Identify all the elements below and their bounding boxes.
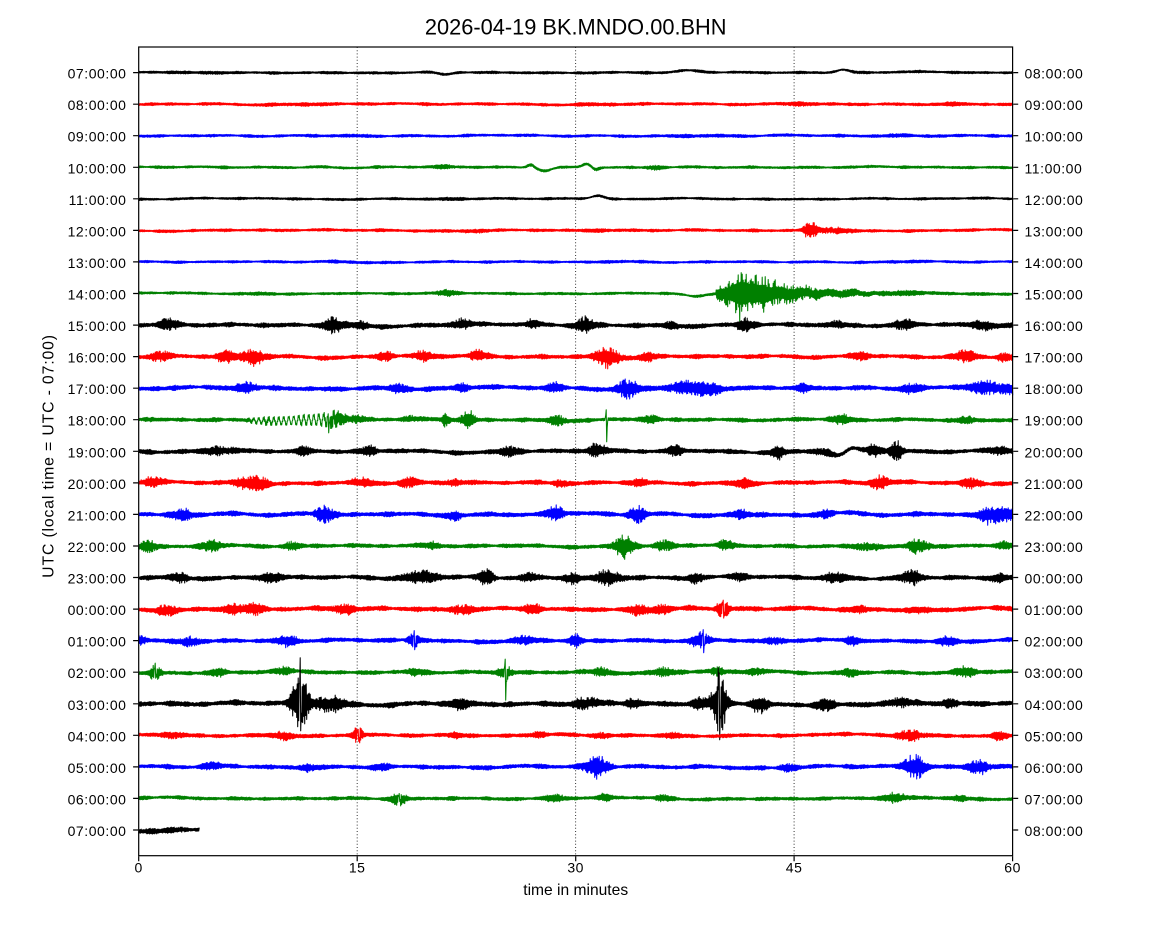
- svg-text:17:00:00: 17:00:00: [1025, 350, 1084, 366]
- svg-text:14:00:00: 14:00:00: [1025, 255, 1084, 271]
- svg-text:11:00:00: 11:00:00: [69, 192, 127, 208]
- svg-text:45: 45: [786, 860, 803, 876]
- svg-text:0: 0: [135, 860, 143, 876]
- svg-text:05:00:00: 05:00:00: [1025, 728, 1084, 744]
- svg-text:19:00:00: 19:00:00: [68, 444, 127, 460]
- svg-text:time in minutes: time in minutes: [523, 882, 628, 899]
- svg-text:10:00:00: 10:00:00: [68, 160, 127, 176]
- svg-text:07:00:00: 07:00:00: [1025, 791, 1084, 807]
- svg-text:02:00:00: 02:00:00: [1025, 634, 1084, 650]
- svg-text:08:00:00: 08:00:00: [68, 97, 127, 113]
- svg-text:21:00:00: 21:00:00: [68, 507, 127, 523]
- svg-text:23:00:00: 23:00:00: [1025, 539, 1084, 555]
- svg-text:07:00:00: 07:00:00: [68, 66, 127, 82]
- svg-text:01:00:00: 01:00:00: [68, 634, 127, 650]
- svg-text:17:00:00: 17:00:00: [68, 381, 127, 397]
- svg-text:23:00:00: 23:00:00: [68, 571, 127, 587]
- svg-text:07:00:00: 07:00:00: [68, 823, 127, 839]
- svg-text:18:00:00: 18:00:00: [1025, 381, 1084, 397]
- svg-text:16:00:00: 16:00:00: [68, 350, 127, 366]
- svg-text:06:00:00: 06:00:00: [68, 791, 127, 807]
- svg-text:10:00:00: 10:00:00: [1025, 129, 1084, 145]
- svg-text:06:00:00: 06:00:00: [1025, 760, 1084, 776]
- svg-text:UTC (local time = UTC - 07:00): UTC (local time = UTC - 07:00): [40, 334, 57, 578]
- svg-text:20:00:00: 20:00:00: [1025, 444, 1084, 460]
- svg-text:08:00:00: 08:00:00: [1025, 66, 1084, 82]
- svg-text:14:00:00: 14:00:00: [68, 287, 127, 303]
- svg-text:01:00:00: 01:00:00: [1025, 602, 1084, 618]
- svg-text:19:00:00: 19:00:00: [1025, 413, 1084, 429]
- svg-text:2026-04-19 BK.MNDO.00.BHN: 2026-04-19 BK.MNDO.00.BHN: [425, 15, 727, 40]
- svg-text:22:00:00: 22:00:00: [68, 539, 127, 555]
- svg-text:13:00:00: 13:00:00: [1025, 223, 1084, 239]
- svg-text:11:00:00: 11:00:00: [1025, 160, 1083, 176]
- svg-text:13:00:00: 13:00:00: [68, 255, 127, 271]
- svg-text:15:00:00: 15:00:00: [68, 318, 127, 334]
- svg-text:03:00:00: 03:00:00: [68, 697, 127, 713]
- svg-text:60: 60: [1004, 860, 1021, 876]
- svg-text:20:00:00: 20:00:00: [68, 476, 127, 492]
- svg-text:16:00:00: 16:00:00: [1025, 318, 1084, 334]
- svg-text:04:00:00: 04:00:00: [1025, 697, 1084, 713]
- svg-text:12:00:00: 12:00:00: [68, 223, 127, 239]
- svg-text:15: 15: [349, 860, 366, 876]
- svg-text:00:00:00: 00:00:00: [68, 602, 127, 618]
- svg-text:02:00:00: 02:00:00: [68, 665, 127, 681]
- svg-text:08:00:00: 08:00:00: [1025, 823, 1084, 839]
- svg-text:03:00:00: 03:00:00: [1025, 665, 1084, 681]
- svg-text:05:00:00: 05:00:00: [68, 760, 127, 776]
- svg-text:04:00:00: 04:00:00: [68, 728, 127, 744]
- svg-text:09:00:00: 09:00:00: [1025, 97, 1084, 113]
- svg-text:12:00:00: 12:00:00: [1025, 192, 1084, 208]
- svg-text:18:00:00: 18:00:00: [68, 413, 127, 429]
- svg-text:30: 30: [567, 860, 584, 876]
- svg-text:00:00:00: 00:00:00: [1025, 571, 1084, 587]
- svg-text:09:00:00: 09:00:00: [68, 129, 127, 145]
- svg-text:22:00:00: 22:00:00: [1025, 507, 1084, 523]
- svg-text:15:00:00: 15:00:00: [1025, 287, 1084, 303]
- svg-text:21:00:00: 21:00:00: [1025, 476, 1084, 492]
